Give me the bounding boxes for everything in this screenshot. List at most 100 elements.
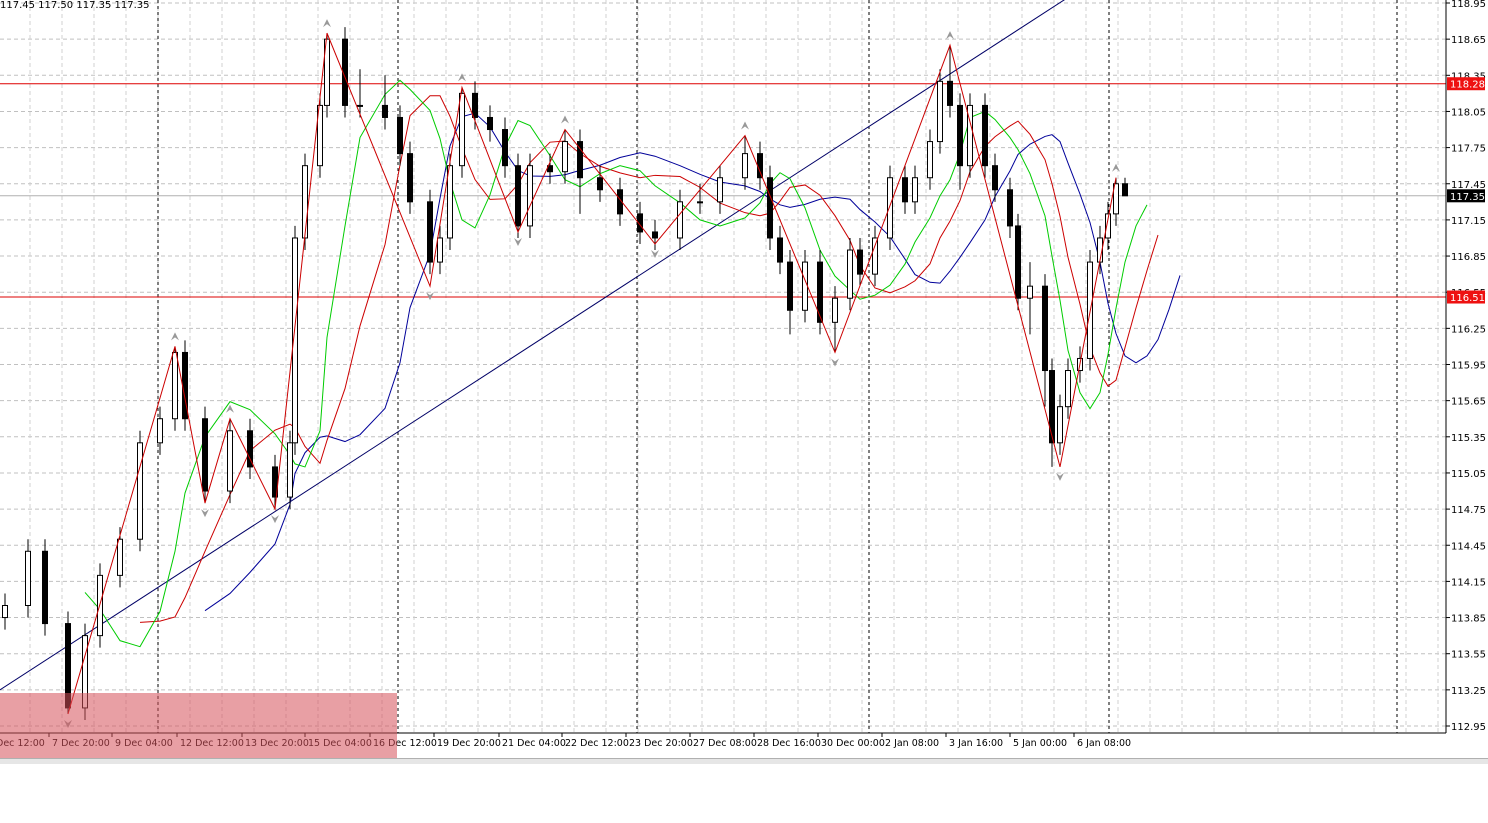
candle xyxy=(292,225,298,455)
candle xyxy=(1065,358,1071,419)
instaforex-watermark: [ www.instaforex.com ] xyxy=(0,693,401,810)
candle xyxy=(652,219,658,251)
candle xyxy=(1049,358,1055,467)
current-price-tag: 117.35 xyxy=(1450,192,1485,203)
candle-body xyxy=(472,92,478,118)
candle-body xyxy=(292,237,298,444)
price-tick-label: 114.15 xyxy=(1451,577,1486,588)
candle-body xyxy=(757,153,763,179)
candle-body xyxy=(652,231,658,239)
trendline xyxy=(0,0,1065,691)
candle-body xyxy=(247,430,253,468)
candle-body xyxy=(947,80,953,106)
candle-body xyxy=(25,550,31,607)
candle-body xyxy=(767,177,773,239)
candle xyxy=(227,418,233,504)
candle-body xyxy=(697,201,703,204)
candle-body xyxy=(2,605,8,619)
candle-body xyxy=(927,141,933,179)
candle-body xyxy=(617,189,623,215)
candle-body xyxy=(1042,285,1048,372)
alligator-teeth-line xyxy=(139,95,1159,623)
candle xyxy=(1042,274,1048,407)
candle xyxy=(382,75,388,130)
candle xyxy=(247,418,253,479)
price-tick-label: 118.95 xyxy=(1451,0,1486,10)
price-tick-label: 113.55 xyxy=(1451,650,1486,661)
candle-body xyxy=(527,165,533,227)
candle xyxy=(272,454,278,510)
candle xyxy=(597,165,603,202)
chart-scrollbar[interactable] xyxy=(0,758,1488,764)
candle xyxy=(407,141,413,214)
candle xyxy=(515,153,521,238)
candle-body xyxy=(967,104,973,167)
price-tick-label: 115.05 xyxy=(1451,469,1486,480)
time-tick-label: 30 Dec 00:00 xyxy=(821,738,885,749)
candle xyxy=(317,93,323,178)
candle-body xyxy=(1027,285,1033,299)
fractal-up-arrow-icon xyxy=(946,31,954,40)
level-price-tag-background xyxy=(1447,77,1485,91)
fractal-up-arrow-icon xyxy=(458,73,466,82)
candle xyxy=(887,165,893,251)
candle xyxy=(1027,262,1033,335)
candle xyxy=(42,539,48,636)
candle xyxy=(357,69,363,118)
candle-body xyxy=(937,80,943,143)
candle xyxy=(157,406,163,455)
fractal-up-arrow-icon xyxy=(1112,163,1120,172)
candle-body xyxy=(677,201,683,239)
candle xyxy=(172,346,178,431)
alligator-lips-line xyxy=(84,79,1148,648)
price-tick-label: 118.05 xyxy=(1451,107,1486,118)
candle xyxy=(447,153,453,251)
candle xyxy=(202,406,208,504)
candle xyxy=(902,165,908,214)
candle-body xyxy=(317,104,323,167)
price-chart[interactable]: 118.95118.65118.35118.05117.75117.45117.… xyxy=(0,0,1488,763)
candle-body xyxy=(857,249,863,275)
time-tick-label: 23 Dec 20:00 xyxy=(629,738,693,749)
level-price-tag-background xyxy=(1447,290,1485,304)
price-tick-label: 114.45 xyxy=(1451,541,1486,552)
price-tick-label: 112.95 xyxy=(1451,722,1486,733)
candle-body xyxy=(459,92,465,167)
candle-body xyxy=(1122,183,1128,197)
time-tick-label: 27 Dec 08:00 xyxy=(693,738,757,749)
candle-body xyxy=(157,418,163,444)
candle-body xyxy=(172,351,178,420)
candle-body xyxy=(887,177,893,239)
candle xyxy=(1113,177,1119,226)
candle-body xyxy=(137,442,143,540)
candle xyxy=(857,237,863,287)
fractal-up-arrow-icon xyxy=(226,404,234,413)
candle-body xyxy=(992,165,998,191)
candle-body xyxy=(287,442,293,498)
candle xyxy=(957,93,963,190)
candle-body xyxy=(777,237,783,263)
candle-body xyxy=(487,116,493,131)
candle xyxy=(459,87,465,178)
candle-body xyxy=(902,177,908,203)
candle xyxy=(117,527,123,588)
time-tick-label: 6 Jan 08:00 xyxy=(1077,738,1131,749)
candle-body xyxy=(847,249,853,299)
candle-body xyxy=(227,430,233,492)
candle xyxy=(742,135,748,190)
candle xyxy=(527,153,533,238)
candle xyxy=(182,340,188,431)
level-price-tag: 116.51 xyxy=(1450,293,1485,304)
candle xyxy=(832,286,838,353)
fractal-up-arrow-icon xyxy=(561,115,569,124)
candle xyxy=(637,201,643,244)
price-tick-label: 114.75 xyxy=(1451,505,1486,516)
candle-body xyxy=(717,177,723,203)
candle xyxy=(1122,177,1128,197)
price-tick-label: 113.25 xyxy=(1451,686,1486,697)
candle-body xyxy=(577,141,583,179)
time-tick-label: 3 Jan 16:00 xyxy=(949,738,1003,749)
fractal-down-arrow-icon xyxy=(201,509,209,518)
candle-body xyxy=(1007,189,1013,227)
candle xyxy=(562,129,568,184)
